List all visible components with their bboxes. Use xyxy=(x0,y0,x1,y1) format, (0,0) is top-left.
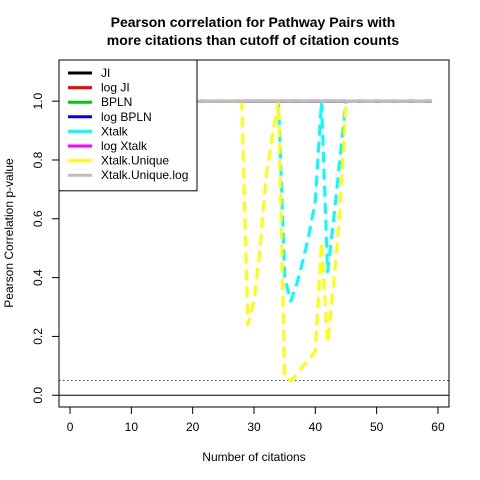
legend-label: log BPLN xyxy=(101,110,152,124)
legend-label: Xtalk xyxy=(101,124,129,138)
x-axis-label: Number of citations xyxy=(202,450,305,464)
legend-label: Xtalk.Unique xyxy=(101,154,169,168)
y-tick-label: 0.0 xyxy=(31,387,45,404)
x-tick-label: 10 xyxy=(125,420,139,434)
x-axis: 0 10 20 30 40 50 60 xyxy=(67,406,445,434)
legend-label: log JI xyxy=(101,81,130,95)
legend-label: JI xyxy=(101,66,110,80)
chart-title-line-2: more citations than cutoff of citation c… xyxy=(107,32,400,48)
chart-title: Pearson correlation for Pathway Pairs wi… xyxy=(107,14,400,48)
x-tick-label: 20 xyxy=(186,420,200,434)
y-tick-label: 0.2 xyxy=(31,328,45,345)
x-tick-label: 50 xyxy=(370,420,384,434)
y-tick-label: 0.4 xyxy=(31,269,45,286)
y-tick-label: 1.0 xyxy=(31,93,45,110)
legend-box xyxy=(58,59,198,192)
legend-label: BPLN xyxy=(101,95,132,109)
x-tick-label: 0 xyxy=(67,420,74,434)
chart-title-line-1: Pearson correlation for Pathway Pairs wi… xyxy=(111,14,396,30)
x-tick-label: 30 xyxy=(247,420,261,434)
y-tick-label: 0.8 xyxy=(31,151,45,168)
legend-label: Xtalk.Unique.log xyxy=(101,168,188,182)
y-axis: 0.0 0.2 0.4 0.6 0.8 1.0 xyxy=(31,93,60,404)
series-line-xtalk-unique xyxy=(70,99,432,382)
legend-label: log Xtalk xyxy=(101,139,148,153)
x-tick-label: 60 xyxy=(431,420,445,434)
x-tick-label: 40 xyxy=(309,420,323,434)
y-axis-label: Pearson Correlation p-value xyxy=(2,158,16,308)
y-tick-label: 0.6 xyxy=(31,210,45,227)
